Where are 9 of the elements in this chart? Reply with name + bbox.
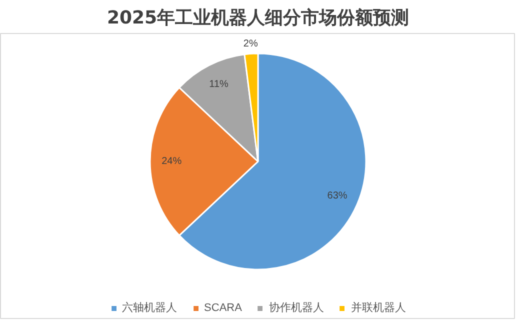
legend-label: 并联机器人 <box>350 300 406 315</box>
data-label: 24% <box>162 156 182 167</box>
legend-label: 协作机器人 <box>268 301 324 315</box>
data-label: 63% <box>327 190 348 202</box>
legend-label: 六轴机器人 <box>122 300 178 315</box>
data-label: 2% <box>243 38 258 50</box>
chart-title: 2025年工业机器人细分市场份额预测 <box>106 8 410 28</box>
legend-label: SCARA <box>204 302 242 314</box>
data-label: 11% <box>209 79 229 90</box>
